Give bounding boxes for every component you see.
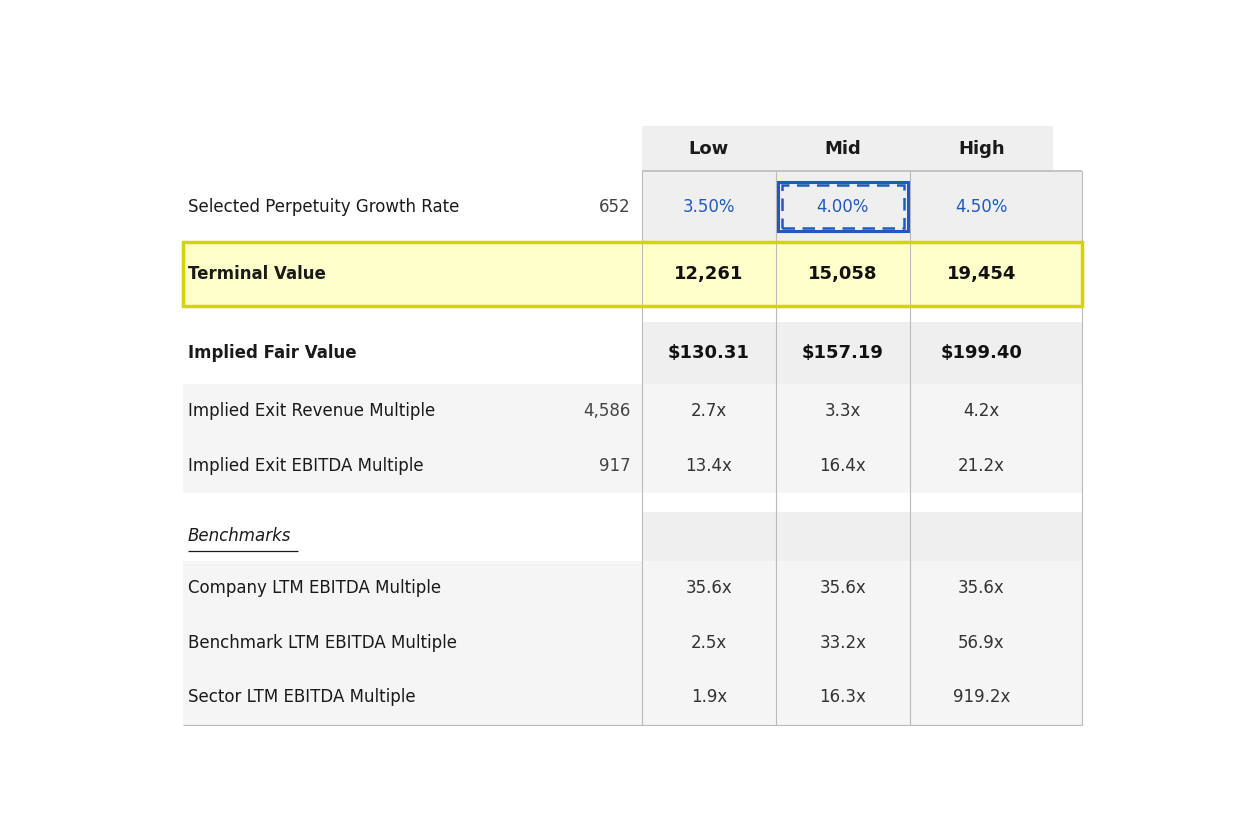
- Bar: [183, 438, 1082, 493]
- Text: 917: 917: [598, 456, 631, 475]
- Text: 35.6x: 35.6x: [958, 579, 1004, 597]
- Text: 19,454: 19,454: [946, 265, 1016, 283]
- Text: Benchmark LTM EBITDA Multiple: Benchmark LTM EBITDA Multiple: [188, 634, 457, 651]
- Text: 2.5x: 2.5x: [691, 634, 727, 651]
- Text: $130.31: $130.31: [668, 344, 750, 362]
- Text: 21.2x: 21.2x: [958, 456, 1004, 475]
- Bar: [183, 171, 1082, 242]
- Text: 56.9x: 56.9x: [958, 634, 1004, 651]
- Text: 35.6x: 35.6x: [819, 579, 866, 597]
- Text: $199.40: $199.40: [940, 344, 1023, 362]
- Bar: [776, 126, 909, 171]
- Text: 12,261: 12,261: [674, 265, 744, 283]
- Text: High: High: [958, 140, 1004, 158]
- Bar: [642, 512, 1082, 561]
- Bar: [183, 242, 1082, 306]
- Text: 3.3x: 3.3x: [824, 402, 861, 420]
- Text: $157.19: $157.19: [802, 344, 884, 362]
- Text: 4.50%: 4.50%: [955, 197, 1008, 216]
- Text: Terminal Value: Terminal Value: [188, 265, 326, 283]
- Bar: [183, 323, 1082, 384]
- Bar: [777, 182, 908, 231]
- Bar: [781, 185, 905, 228]
- Text: Implied Exit EBITDA Multiple: Implied Exit EBITDA Multiple: [188, 456, 423, 475]
- Text: 4,586: 4,586: [584, 402, 631, 420]
- Text: 4.2x: 4.2x: [964, 402, 1000, 420]
- Bar: [183, 384, 1082, 438]
- Text: 4.00%: 4.00%: [817, 197, 869, 216]
- Text: Sector LTM EBITDA Multiple: Sector LTM EBITDA Multiple: [188, 688, 416, 706]
- Text: 2.7x: 2.7x: [691, 402, 727, 420]
- Bar: [909, 126, 1054, 171]
- Text: 13.4x: 13.4x: [686, 456, 732, 475]
- Bar: [183, 242, 1082, 306]
- Text: 3.50%: 3.50%: [682, 197, 735, 216]
- Bar: [183, 670, 1082, 725]
- Text: 1.9x: 1.9x: [691, 688, 727, 706]
- Bar: [642, 126, 776, 171]
- Bar: [183, 512, 1082, 561]
- Text: 919.2x: 919.2x: [953, 688, 1011, 706]
- Text: Selected Perpetuity Growth Rate: Selected Perpetuity Growth Rate: [188, 197, 459, 216]
- Bar: [642, 323, 1082, 384]
- Bar: [642, 171, 1082, 242]
- Text: 16.4x: 16.4x: [819, 456, 866, 475]
- Text: 33.2x: 33.2x: [819, 634, 866, 651]
- Text: Company LTM EBITDA Multiple: Company LTM EBITDA Multiple: [188, 579, 441, 597]
- Text: Low: Low: [689, 140, 729, 158]
- Bar: [183, 561, 1082, 615]
- Text: Benchmarks: Benchmarks: [188, 528, 291, 545]
- Bar: [183, 615, 1082, 670]
- Text: 16.3x: 16.3x: [819, 688, 866, 706]
- Text: Implied Exit Revenue Multiple: Implied Exit Revenue Multiple: [188, 402, 434, 420]
- Text: Mid: Mid: [824, 140, 861, 158]
- Text: Implied Fair Value: Implied Fair Value: [188, 344, 357, 362]
- Text: 652: 652: [598, 197, 631, 216]
- Text: 15,058: 15,058: [808, 265, 877, 283]
- Text: 35.6x: 35.6x: [686, 579, 732, 597]
